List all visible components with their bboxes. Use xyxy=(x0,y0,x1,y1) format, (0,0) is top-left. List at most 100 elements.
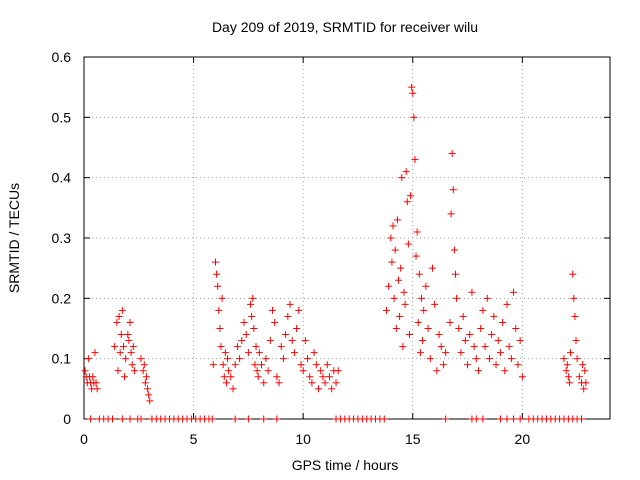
data-point xyxy=(408,83,416,91)
data-point xyxy=(446,318,454,326)
data-point xyxy=(418,294,426,302)
data-point xyxy=(273,373,281,381)
data-point xyxy=(496,415,504,423)
data-point xyxy=(472,355,480,363)
data-point xyxy=(411,156,419,164)
data-point xyxy=(92,379,100,387)
data-point xyxy=(416,349,424,357)
y-tick-label: 0.5 xyxy=(52,109,72,125)
data-point xyxy=(457,349,465,357)
y-tick-label: 0.6 xyxy=(52,49,72,65)
data-point xyxy=(227,373,235,381)
data-point xyxy=(266,337,274,345)
data-point xyxy=(516,415,524,423)
data-point xyxy=(137,355,145,363)
data-point xyxy=(496,349,504,357)
data-point xyxy=(124,331,132,339)
data-point xyxy=(315,385,323,393)
data-point xyxy=(510,415,518,423)
data-point xyxy=(433,367,441,375)
data-point xyxy=(310,349,318,357)
data-point xyxy=(113,318,121,326)
data-point xyxy=(415,270,423,278)
data-point xyxy=(308,379,316,387)
data-point xyxy=(273,415,281,423)
data-point xyxy=(468,288,476,296)
data-point xyxy=(572,337,580,345)
data-point xyxy=(284,312,292,320)
data-point xyxy=(395,276,403,284)
data-point xyxy=(392,325,400,332)
data-point xyxy=(224,355,232,363)
data-point xyxy=(238,337,246,345)
data-point xyxy=(483,294,491,302)
data-point xyxy=(233,343,241,351)
data-point xyxy=(208,415,216,423)
data-point xyxy=(258,361,266,369)
data-point xyxy=(236,355,244,363)
data-point xyxy=(424,325,432,332)
data-point xyxy=(453,294,461,302)
data-point xyxy=(393,216,401,224)
data-point xyxy=(312,361,320,369)
axis-ticks xyxy=(83,56,610,420)
data-point xyxy=(282,331,290,339)
data-point xyxy=(579,361,587,369)
data-point xyxy=(442,349,450,357)
data-point xyxy=(569,270,577,278)
data-point xyxy=(140,361,148,369)
data-point xyxy=(248,312,256,320)
data-point xyxy=(565,379,573,387)
data-point xyxy=(390,294,398,302)
data-point xyxy=(218,294,226,302)
data-point xyxy=(126,415,134,423)
data-point xyxy=(563,361,571,369)
grid-lines xyxy=(84,57,610,419)
data-point xyxy=(420,306,428,314)
data-point xyxy=(514,361,522,369)
data-point xyxy=(304,355,312,363)
data-point xyxy=(490,312,498,320)
data-point xyxy=(410,113,418,121)
data-point xyxy=(293,325,301,332)
data-point xyxy=(571,312,579,320)
data-point xyxy=(118,415,126,423)
data-point xyxy=(570,294,578,302)
data-point xyxy=(503,415,511,423)
data-point xyxy=(145,391,153,399)
data-point xyxy=(451,270,459,278)
data-point xyxy=(301,337,309,345)
data-point xyxy=(581,367,589,375)
data-point xyxy=(255,349,263,357)
data-point xyxy=(464,361,472,369)
data-point xyxy=(562,367,570,375)
data-point xyxy=(442,415,450,423)
data-point xyxy=(142,373,150,381)
data-point xyxy=(114,367,122,375)
data-point xyxy=(396,312,404,320)
data-point xyxy=(470,343,478,351)
data-point xyxy=(578,415,586,423)
data-point xyxy=(447,210,455,218)
data-point xyxy=(494,337,502,345)
data-point xyxy=(290,349,298,357)
data-point xyxy=(567,349,575,357)
data-point xyxy=(448,150,456,158)
data-point xyxy=(115,312,123,320)
y-tick-label: 0.4 xyxy=(52,170,72,186)
data-point xyxy=(507,355,515,363)
data-point xyxy=(435,331,443,339)
data-point xyxy=(403,198,411,206)
data-point xyxy=(253,367,261,375)
data-point xyxy=(449,186,457,194)
data-point xyxy=(277,343,285,351)
data-point xyxy=(306,373,314,381)
data-point xyxy=(219,361,227,369)
data-point xyxy=(399,343,407,351)
data-point xyxy=(455,325,463,332)
data-point xyxy=(87,415,95,423)
data-point xyxy=(426,355,434,363)
data-point xyxy=(108,415,116,423)
data-point xyxy=(475,367,482,375)
